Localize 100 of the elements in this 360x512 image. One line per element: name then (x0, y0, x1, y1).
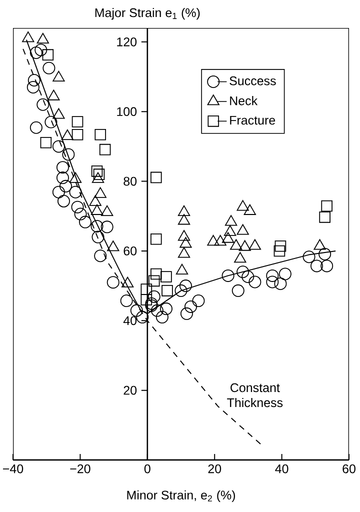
point (180, 307, 193, 320)
point (224, 215, 238, 226)
x-tick-label: −20 (70, 464, 90, 474)
point (207, 234, 220, 246)
point (136, 310, 149, 324)
point (90, 204, 104, 215)
point (248, 276, 262, 288)
point (160, 302, 172, 316)
point (160, 271, 172, 282)
point (42, 62, 56, 74)
point (148, 275, 160, 287)
x-tick-label: −40 (3, 464, 24, 474)
point (214, 234, 226, 246)
point (179, 280, 192, 292)
y-tick-label: 40 (123, 316, 137, 326)
point (99, 144, 111, 156)
point (232, 284, 244, 297)
point (178, 230, 190, 241)
point (107, 240, 120, 252)
point (93, 168, 105, 180)
y-tick-label: 120 (117, 38, 137, 46)
point (101, 205, 114, 216)
point (52, 108, 65, 119)
point (34, 44, 48, 56)
point (90, 220, 104, 232)
point (30, 46, 42, 59)
point (319, 212, 330, 223)
point (320, 260, 334, 272)
point (274, 240, 286, 252)
point (278, 268, 292, 280)
point (94, 128, 106, 140)
point (69, 186, 82, 198)
point (42, 49, 54, 60)
point (266, 269, 279, 282)
point (78, 216, 92, 228)
point (321, 200, 332, 212)
point (238, 240, 251, 251)
point (244, 204, 256, 215)
point (180, 237, 192, 248)
point (150, 233, 162, 245)
point (74, 208, 87, 220)
point (130, 304, 143, 317)
point (184, 300, 197, 313)
point (140, 284, 152, 295)
point (150, 268, 162, 280)
point (40, 136, 52, 148)
point (176, 264, 188, 275)
point (72, 116, 84, 128)
point (92, 172, 104, 183)
legend-label: Success (230, 76, 276, 86)
point (56, 172, 69, 184)
point (89, 195, 102, 206)
x-axis-title: Minor Strain, e$_{2}$ (%) (127, 490, 236, 502)
point (274, 277, 287, 290)
point (69, 172, 82, 183)
y-tick-label: 80 (124, 176, 137, 186)
point (236, 266, 250, 278)
point (22, 32, 34, 42)
point (52, 70, 65, 82)
point (36, 98, 50, 111)
point (274, 245, 286, 257)
point (310, 260, 323, 272)
point (94, 250, 107, 262)
x-tick-label: 60 (342, 464, 356, 474)
point (178, 205, 190, 216)
point (236, 200, 249, 211)
point (91, 166, 103, 177)
legend-label: Fracture (230, 116, 276, 125)
x-tick-label: 20 (208, 464, 222, 474)
point (62, 148, 75, 161)
y-tick-label: 60 (124, 246, 137, 256)
point (120, 294, 133, 308)
point (122, 276, 134, 288)
point (234, 252, 246, 263)
point (302, 250, 316, 264)
point (156, 310, 168, 324)
point (266, 276, 279, 288)
point (48, 90, 60, 100)
point (140, 294, 152, 306)
point (30, 121, 42, 134)
point (174, 284, 188, 297)
point (224, 225, 236, 236)
x-tick-label: 0 (144, 464, 150, 474)
x-tick-label: 40 (275, 464, 288, 474)
point (100, 220, 114, 234)
point (52, 186, 65, 198)
point (44, 116, 58, 128)
point (26, 80, 40, 94)
point (318, 248, 332, 260)
y-tick-label: 20 (124, 386, 137, 395)
point (92, 230, 104, 244)
point (72, 128, 84, 140)
point (150, 304, 164, 317)
point (242, 270, 254, 283)
point (150, 172, 162, 184)
point (230, 239, 242, 250)
point (56, 161, 69, 174)
point (106, 276, 120, 289)
y-axis-title: Major Strain e$_{1}$ (%) (95, 8, 200, 20)
point (178, 214, 190, 225)
